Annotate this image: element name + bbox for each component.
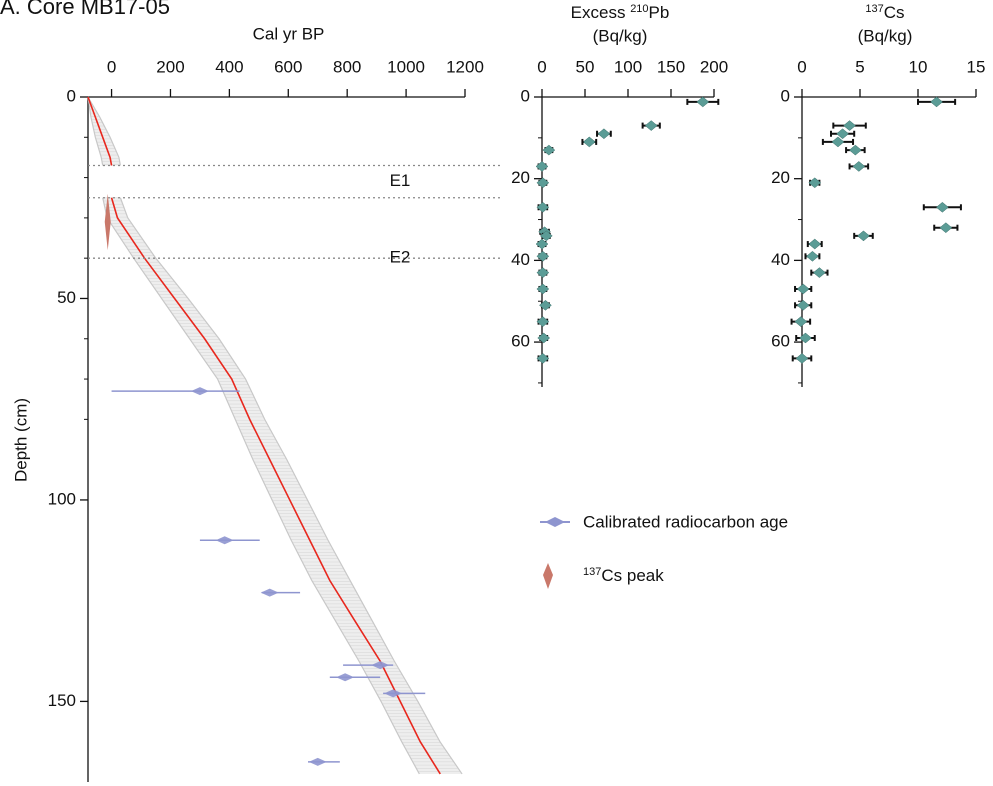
data-point: [536, 316, 550, 327]
data-point: [939, 222, 953, 234]
x-tick-label: 150: [657, 57, 685, 76]
data-point: [536, 177, 550, 189]
x-tick-label: 0: [107, 57, 116, 76]
data-point: [539, 299, 552, 311]
date-marker: [190, 387, 209, 396]
data-point: [796, 283, 810, 295]
envelope-upper: [87, 96, 121, 166]
data-point: [813, 267, 826, 278]
data-point: [857, 230, 870, 242]
x-tick-label: 1200: [446, 57, 484, 76]
y-tick-label: 0: [781, 86, 790, 105]
date-marker: [215, 536, 234, 545]
data-point: [930, 96, 943, 108]
data-point: [537, 332, 551, 344]
data-point: [843, 120, 856, 131]
envelope-lower: [87, 96, 104, 166]
data-point: [536, 283, 550, 295]
legend-swatch: [545, 517, 565, 527]
data-point: [536, 267, 550, 278]
age-model-line: [87, 96, 113, 166]
x-tick-label: 400: [215, 57, 243, 76]
legend-swatch: [543, 563, 553, 589]
data-point: [808, 177, 822, 189]
y-tick-label: 20: [771, 168, 790, 187]
y-tick-label: 0: [67, 86, 76, 105]
x-tick-label: 50: [576, 57, 595, 76]
data-point: [796, 299, 810, 311]
cs-peak-marker: [104, 193, 111, 251]
y-tick-label: 40: [511, 250, 530, 269]
y-tick-label: 150: [48, 691, 76, 710]
envelope-lower: [102, 197, 420, 775]
envelope-upper: [119, 197, 463, 775]
chart-title: Excess 210Pb: [571, 3, 670, 23]
y-tick-label: 40: [771, 250, 790, 269]
legend-label-text: Cs peak: [601, 566, 664, 585]
data-point: [696, 96, 710, 108]
data-point: [848, 144, 862, 156]
data-point: [806, 250, 819, 262]
x-tick-label: 0: [797, 57, 806, 76]
date-marker: [384, 689, 403, 698]
date-marker: [371, 661, 390, 670]
x-tick-label: 15: [967, 57, 986, 76]
x-tick-label: 100: [614, 57, 642, 76]
data-point: [536, 353, 550, 364]
y-axis-label: Depth (cm): [11, 398, 30, 482]
data-point: [542, 144, 556, 156]
y-tick-label: 100: [48, 489, 76, 508]
y-tick-label: 50: [57, 288, 76, 307]
date-marker: [260, 588, 279, 597]
chart-title-sup: 210: [630, 3, 648, 15]
chart-title-post: Pb: [649, 3, 670, 22]
data-point: [852, 161, 866, 172]
data-point: [535, 238, 549, 250]
legend-label: 137Cs peak: [583, 566, 664, 586]
chart-title-sup: 137: [865, 3, 883, 15]
chart-subtitle: (Bq/kg): [858, 26, 913, 45]
data-point: [582, 136, 596, 148]
data-point: [535, 161, 549, 172]
data-point: [935, 201, 949, 213]
chart-title: 137Cs: [865, 3, 904, 23]
date-marker: [336, 673, 355, 682]
x-tick-label: 200: [156, 57, 184, 76]
data-point: [808, 238, 822, 250]
legend-label-sup: 137: [583, 566, 601, 578]
data-point: [539, 230, 553, 242]
legend-label: Calibrated radiocarbon age: [583, 512, 788, 531]
data-point: [831, 136, 845, 148]
data-point: [799, 332, 812, 344]
x-tick-label: 5: [855, 57, 864, 76]
x-tick-label: 800: [333, 57, 361, 76]
data-point: [794, 316, 808, 327]
x-tick-label: 10: [909, 57, 928, 76]
data-point: [536, 201, 550, 213]
chart-title-post: Cs: [884, 3, 905, 22]
chart-title-pre: Excess: [571, 3, 631, 22]
date-marker: [308, 757, 327, 766]
x-tick-label: 0: [537, 57, 546, 76]
chart-subtitle: (Bq/kg): [593, 26, 648, 45]
data-point: [795, 353, 809, 364]
data-point: [644, 120, 658, 131]
event-label: E2: [390, 248, 411, 267]
x-tick-label: 1000: [387, 57, 425, 76]
x-axis-label: Cal yr BP: [253, 24, 325, 43]
chart-title: A. Core MB17-05: [0, 0, 170, 19]
data-point: [597, 128, 611, 140]
x-tick-label: 600: [274, 57, 302, 76]
event-label: E1: [390, 171, 411, 190]
y-tick-label: 0: [521, 86, 530, 105]
y-tick-label: 20: [511, 168, 530, 187]
age-model-line: [110, 197, 441, 775]
data-point: [536, 250, 550, 262]
x-tick-label: 200: [700, 57, 728, 76]
y-tick-label: 60: [511, 332, 530, 351]
data-point: [836, 128, 849, 140]
y-tick-label: 60: [771, 332, 790, 351]
